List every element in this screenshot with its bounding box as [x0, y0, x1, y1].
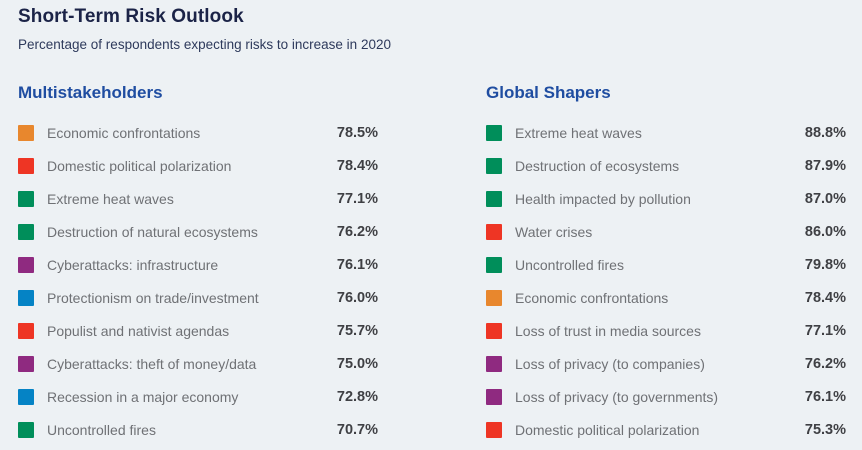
- risk-value: 87.9%: [804, 157, 846, 174]
- risk-value: 75.3%: [804, 421, 846, 438]
- risk-value: 76.0%: [336, 289, 378, 306]
- category-swatch: [486, 421, 502, 438]
- risk-value: 76.2%: [336, 223, 378, 240]
- risk-list: Economic confrontations 78.5% Domestic p…: [18, 116, 378, 446]
- category-swatch: [486, 223, 502, 240]
- risk-label: Loss of privacy (to companies): [515, 355, 705, 372]
- risk-label: Cyberattacks: theft of money/data: [47, 355, 257, 372]
- risk-label: Extreme heat waves: [47, 190, 174, 207]
- risk-label: Destruction of natural ecosystems: [47, 223, 258, 240]
- list-item: Loss of trust in media sources 77.1%: [486, 314, 846, 347]
- category-swatch: [486, 190, 502, 207]
- category-swatch: [18, 322, 34, 339]
- list-item: Uncontrolled fires 79.8%: [486, 248, 846, 281]
- list-item: Recession in a major economy 72.8%: [18, 380, 378, 413]
- category-swatch: [18, 124, 34, 141]
- risk-value: 76.2%: [804, 355, 846, 372]
- list-item: Domestic political polarization 75.3%: [486, 413, 846, 446]
- category-swatch: [486, 256, 502, 273]
- list-item: Destruction of natural ecosystems 76.2%: [18, 215, 378, 248]
- list-item: Economic confrontations 78.5%: [18, 116, 378, 149]
- risk-label: Uncontrolled fires: [515, 256, 624, 273]
- list-item: Economic confrontations 78.4%: [486, 281, 846, 314]
- risk-value: 75.7%: [336, 322, 378, 339]
- list-item: Water crises 86.0%: [486, 215, 846, 248]
- list-item: Domestic political polarization 78.4%: [18, 149, 378, 182]
- category-swatch: [18, 421, 34, 438]
- risk-value: 77.1%: [804, 322, 846, 339]
- column-heading: Global Shapers: [486, 83, 611, 102]
- risk-label: Domestic political polarization: [515, 421, 700, 438]
- list-item: Extreme heat waves 88.8%: [486, 116, 846, 149]
- risk-value: 76.1%: [336, 256, 378, 273]
- list-item: Cyberattacks: theft of money/data 75.0%: [18, 347, 378, 380]
- category-swatch: [486, 289, 502, 306]
- risk-value: 88.8%: [804, 124, 846, 141]
- risk-value: 77.1%: [336, 190, 378, 207]
- category-swatch: [486, 322, 502, 339]
- list-item: Protectionism on trade/investment 76.0%: [18, 281, 378, 314]
- risk-label: Water crises: [515, 223, 593, 240]
- category-swatch: [18, 157, 34, 174]
- category-swatch: [18, 388, 34, 405]
- category-swatch: [18, 355, 34, 372]
- category-swatch: [18, 289, 34, 306]
- risk-label: Cyberattacks: infrastructure: [47, 256, 219, 273]
- category-swatch: [486, 124, 502, 141]
- risk-label: Domestic political polarization: [47, 157, 232, 174]
- risk-label: Uncontrolled fires: [47, 421, 156, 438]
- risk-value: 75.0%: [336, 355, 378, 372]
- risk-value: 76.1%: [804, 388, 846, 405]
- column-global-shapers: Global Shapers Extreme heat waves 88.8% …: [486, 83, 846, 446]
- list-item: Loss of privacy (to companies) 76.2%: [486, 347, 846, 380]
- list-item: Health impacted by pollution 87.0%: [486, 182, 846, 215]
- list-item: Extreme heat waves 77.1%: [18, 182, 378, 215]
- risk-label: Protectionism on trade/investment: [47, 289, 259, 306]
- list-item: Loss of privacy (to governments) 76.1%: [486, 380, 846, 413]
- risk-value: 87.0%: [804, 190, 846, 207]
- risk-value: 70.7%: [336, 421, 378, 438]
- page-title: Short-Term Risk Outlook: [18, 6, 244, 27]
- risk-label: Extreme heat waves: [515, 124, 642, 141]
- column-multistakeholders: Multistakeholders Economic confrontation…: [18, 83, 378, 446]
- category-swatch: [18, 223, 34, 240]
- columns-container: Multistakeholders Economic confrontation…: [18, 83, 846, 446]
- risk-label: Health impacted by pollution: [515, 190, 691, 207]
- risk-label: Destruction of ecosystems: [515, 157, 680, 174]
- page-subtitle: Percentage of respondents expecting risk…: [18, 37, 391, 52]
- risk-value: 78.4%: [336, 157, 378, 174]
- risk-label: Economic confrontations: [515, 289, 669, 306]
- risk-label: Loss of trust in media sources: [515, 322, 701, 339]
- list-item: Cyberattacks: infrastructure 76.1%: [18, 248, 378, 281]
- list-item: Uncontrolled fires 70.7%: [18, 413, 378, 446]
- category-swatch: [18, 256, 34, 273]
- column-heading: Multistakeholders: [18, 83, 163, 102]
- category-swatch: [486, 355, 502, 372]
- risk-value: 72.8%: [336, 388, 378, 405]
- risk-value: 79.8%: [804, 256, 846, 273]
- risk-label: Recession in a major economy: [47, 388, 239, 405]
- category-swatch: [486, 388, 502, 405]
- risk-value: 86.0%: [804, 223, 846, 240]
- list-item: Destruction of ecosystems 87.9%: [486, 149, 846, 182]
- risk-label: Loss of privacy (to governments): [515, 388, 719, 405]
- risk-value: 78.5%: [336, 124, 378, 141]
- risk-value: 78.4%: [804, 289, 846, 306]
- risk-label: Populist and nativist agendas: [47, 322, 230, 339]
- category-swatch: [18, 190, 34, 207]
- risk-list: Extreme heat waves 88.8% Destruction of …: [486, 116, 846, 446]
- list-item: Populist and nativist agendas 75.7%: [18, 314, 378, 347]
- category-swatch: [486, 157, 502, 174]
- risk-label: Economic confrontations: [47, 124, 201, 141]
